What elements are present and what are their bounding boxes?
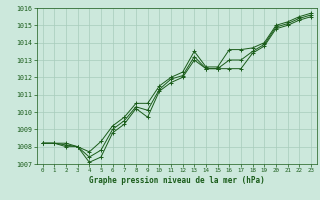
X-axis label: Graphe pression niveau de la mer (hPa): Graphe pression niveau de la mer (hPa) [89,176,265,185]
